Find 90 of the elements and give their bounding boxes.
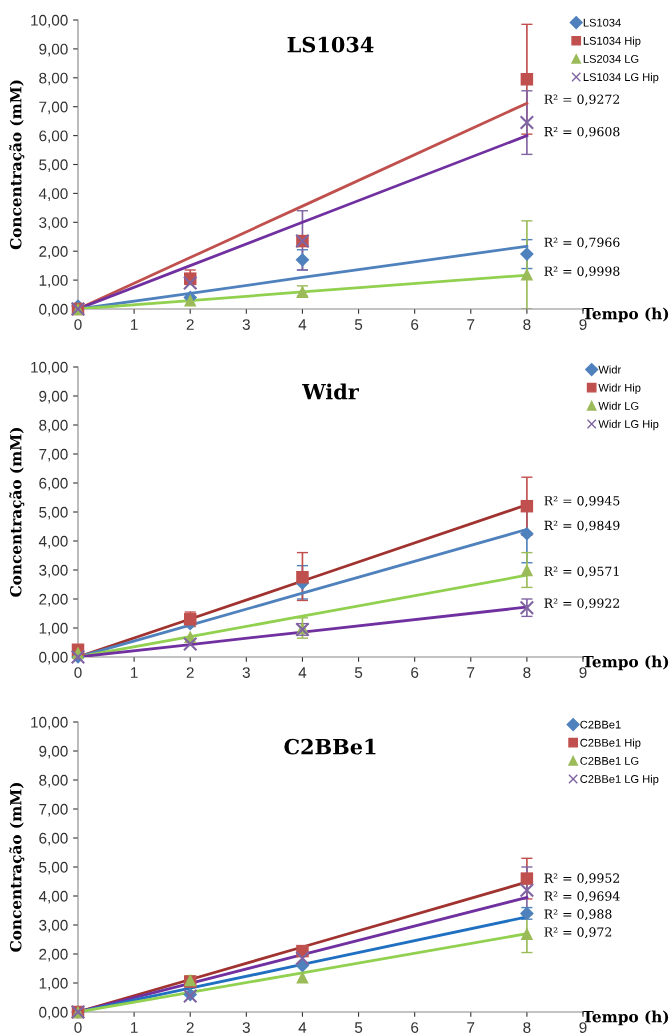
legend-label: Widr LG Hip	[598, 419, 659, 431]
annotation: R² = 0,9998	[544, 266, 620, 278]
y-tick-label: 4,00	[38, 188, 68, 201]
x-tick-label: 4	[298, 667, 307, 678]
legend-label: Widr Hip	[598, 383, 641, 394]
x-tick-label: 0	[74, 667, 82, 678]
annotation: R² = 0,9849	[544, 520, 620, 532]
y-tick-label: 8,00	[39, 72, 68, 86]
y-tick-label: 1,00	[39, 274, 68, 288]
y-tick-label: 0,00	[39, 1006, 68, 1020]
x-tick-label: 8	[523, 319, 531, 330]
y-tick-label: 6,00	[39, 832, 68, 846]
text: C2BBe1	[284, 738, 376, 755]
y-tick-label: 4,00	[38, 535, 68, 549]
legend-label: LS1034 LG Hip	[583, 72, 659, 84]
y-axis-title: Concentração (mM)	[9, 783, 25, 952]
y-tick-label: 0,00	[39, 303, 68, 317]
text: Widr	[302, 383, 359, 400]
text: LS1034	[287, 36, 374, 53]
y-tick-label: 4,00	[38, 890, 68, 904]
y-tick-label: 1,00	[39, 977, 68, 991]
annotation: R² = 0,9922	[544, 598, 620, 610]
x-tick-label: 2	[186, 667, 194, 678]
x-tick-label: 0	[74, 319, 82, 330]
y-tick-label: 8,00	[39, 419, 68, 433]
annotation: R² = 0,9608	[544, 126, 620, 138]
y-tick-label: 3,00	[39, 564, 68, 578]
legend-label: LS1034	[583, 18, 621, 27]
x-tick-label: 4	[298, 319, 307, 330]
x-tick-label: 7	[467, 667, 475, 678]
y-tick-label: 1,00	[39, 622, 68, 636]
x-tick-label: 3	[242, 319, 250, 330]
y-tick-label: 3,00	[39, 217, 68, 230]
x-tick-label: 1	[131, 319, 138, 330]
x-tick-label: 7	[467, 1022, 475, 1033]
x-tick-label: 6	[411, 319, 419, 330]
y-tick-label: 5,00	[39, 861, 68, 875]
y-tick-label: 7,00	[39, 448, 68, 462]
y-tick-label: 6,00	[39, 477, 68, 491]
x-tick-label: 2	[186, 319, 194, 330]
legend-label: Widr	[598, 365, 621, 374]
annotation: R² = 0,9694	[544, 891, 620, 903]
annotation: R² = 0,7966	[544, 237, 620, 249]
x-tick-label: 6	[411, 1022, 419, 1033]
y-tick-label: 9,00	[39, 43, 68, 57]
y-tick-label: 0,00	[39, 651, 68, 665]
y-tick-label: 7,00	[39, 101, 68, 115]
y-tick-label: 10,00	[31, 14, 68, 28]
y-tick-label: 2,00	[39, 948, 68, 962]
x-tick-label: 7	[467, 319, 475, 330]
x-tick-label: 1	[131, 1022, 138, 1033]
y-tick-label: 5,00	[39, 159, 68, 172]
legend-label: LS2034 LG	[583, 55, 639, 63]
y-tick-label: 9,00	[39, 745, 68, 759]
legend-label: C2BBe1	[580, 720, 621, 729]
y-axis-title: Concentração (mM)	[9, 428, 25, 597]
y-tick-label: 9,00	[39, 390, 68, 404]
annotation: R² = 0,9272	[544, 94, 620, 106]
y-tick-label: 3,00	[39, 919, 68, 933]
x-tick-label: 5	[354, 1022, 363, 1033]
x-tick-label: 6	[411, 667, 419, 678]
annotation: R² = 0,9952	[544, 873, 620, 885]
x-tick-label: 2	[186, 1022, 194, 1033]
y-axis-title: Concentração (mM)	[9, 80, 25, 250]
x-tick-label: 4	[298, 1022, 307, 1033]
x-tick-label: 8	[523, 1022, 531, 1033]
annotation: R² = 0,9571	[544, 566, 619, 578]
y-tick-label: 10,00	[31, 361, 68, 375]
legend-label: C2BBe1 LG	[580, 756, 639, 765]
legend-label: Widr LG	[598, 401, 639, 410]
x-tick-label: 0	[74, 1022, 82, 1033]
y-tick-label: 7,00	[39, 803, 68, 817]
x-tick-label: 3	[242, 667, 250, 678]
annotation: R² = 0,9945	[544, 496, 620, 507]
x-tick-label: 8	[523, 667, 531, 678]
y-tick-label: 6,00	[39, 130, 68, 144]
legend-label: C2BBe1 LG Hip	[580, 774, 659, 786]
y-tick-label: 2,00	[39, 593, 68, 607]
x-tick-label: 5	[354, 667, 363, 678]
x-tick-label: 1	[131, 667, 138, 678]
legend-label: LS1034 Hip	[583, 36, 641, 47]
y-tick-label: 8,00	[39, 774, 68, 788]
annotation: R² = 0,972	[544, 927, 612, 939]
x-tick-label: 3	[242, 1022, 250, 1033]
y-tick-label: 5,00	[39, 506, 68, 520]
y-tick-label: 2,00	[39, 246, 68, 259]
legend-label: C2BBe1 Hip	[580, 738, 641, 749]
x-tick-label: 5	[354, 319, 363, 330]
annotation: R² = 0,988	[544, 909, 612, 921]
y-tick-label: 10,00	[31, 716, 68, 730]
